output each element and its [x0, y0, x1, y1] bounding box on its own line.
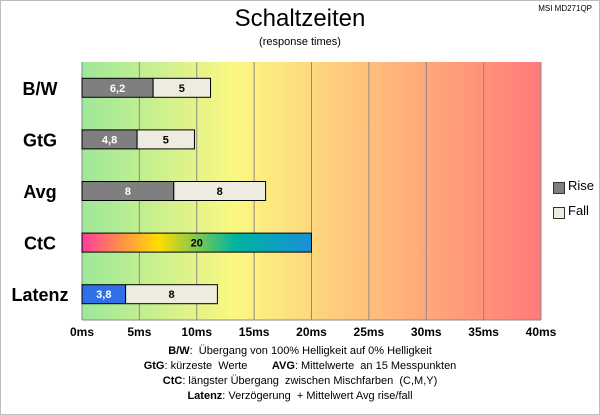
- x-tick-label: 15ms: [239, 325, 270, 339]
- data-label-rise: 20: [191, 238, 203, 250]
- bar-rise-ctc: [81, 232, 312, 253]
- legend-fall-swatch: [553, 207, 565, 219]
- bar-fall-gtg: [136, 129, 195, 150]
- x-tick-label: 10ms: [181, 325, 212, 339]
- x-tick-label: 25ms: [354, 325, 385, 339]
- legend-fall-label: Fall: [568, 203, 589, 218]
- note-term: AVG: [271, 360, 295, 372]
- bar-fall-avg: [173, 181, 267, 201]
- bar-fall-bw: [152, 77, 212, 98]
- x-tick-label: 30ms: [411, 325, 442, 339]
- note-line: B/W: Übergang von 100% Helligkeit auf 0%…: [0, 344, 600, 358]
- legend-rise-swatch: [553, 182, 565, 194]
- note-text: : längster Übergang zwischen Mischfarben…: [182, 375, 438, 387]
- note-text: : Mittelwerte an 15 Messpunkten: [294, 360, 457, 372]
- x-tick-label: 35ms: [468, 325, 499, 339]
- category-label: Latenz: [11, 285, 68, 305]
- chart-title: Schaltzeiten: [234, 5, 366, 32]
- data-label-rise: 3,8: [96, 289, 111, 301]
- category-label: Avg: [23, 182, 56, 202]
- data-label-fall: 5: [163, 134, 169, 146]
- note-line: Latenz: Verzögerung + Mittelwert Avg ris…: [0, 389, 600, 403]
- bar-fall-latenz: [125, 284, 218, 305]
- data-label-rise: 6,2: [110, 83, 125, 95]
- chart-subtitle: (response times): [259, 36, 341, 48]
- x-tick-label: 20ms: [296, 325, 327, 339]
- note-term: Latenz: [187, 390, 223, 402]
- note-term: GtG: [143, 360, 165, 372]
- x-tick-label: 5ms: [127, 325, 151, 339]
- note-text: : kürzeste Werte: [164, 360, 272, 372]
- legend-rise-label: Rise: [568, 178, 595, 193]
- note-text: : Übergang von 100% Helligkeit auf 0% He…: [189, 345, 432, 357]
- model-label: MSI MD271QP: [538, 4, 592, 13]
- x-tick-label: 0ms: [70, 325, 94, 339]
- note-term: B/W: [168, 345, 190, 357]
- data-label-fall: 8: [168, 289, 174, 301]
- x-tick-label: 40ms: [526, 325, 557, 339]
- data-label-fall: 5: [179, 83, 185, 95]
- data-label-fall: 8: [217, 186, 223, 198]
- category-label: B/W: [23, 79, 58, 99]
- data-label-rise: 8: [125, 186, 131, 198]
- category-label: CtC: [24, 234, 56, 254]
- note-line: GtG: kürzeste Werte AVG: Mittelwerte an …: [0, 359, 600, 373]
- note-text: : Verzögerung + Mittelwert Avg rise/fall: [222, 390, 413, 402]
- note-line: CtC: längster Übergang zwischen Mischfar…: [0, 374, 600, 388]
- category-label: GtG: [23, 130, 57, 150]
- note-term: CtC: [162, 375, 183, 387]
- data-label-rise: 4,8: [102, 134, 117, 146]
